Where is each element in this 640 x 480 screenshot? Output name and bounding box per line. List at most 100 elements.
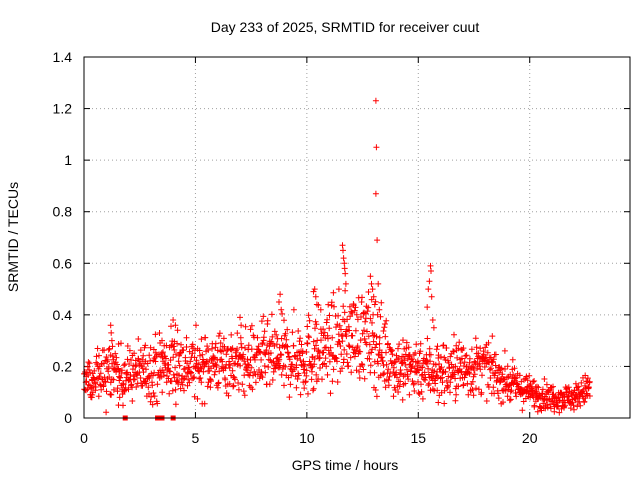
data-point [443,345,450,351]
data-point [321,344,328,351]
data-point [305,390,311,397]
data-point [544,404,551,411]
data-point [247,326,254,333]
data-point [135,356,142,363]
data-point [252,379,259,386]
data-point [169,387,176,394]
data-point [241,392,248,399]
data-point [348,308,355,315]
data-point [284,326,291,333]
data-point [530,378,536,385]
data-point [582,372,589,379]
data-point [475,350,482,357]
data-point [340,247,346,254]
data-point [466,355,473,362]
data-point [152,358,159,365]
data-point [237,334,244,341]
data-point [308,364,315,371]
data-point [534,408,541,415]
data-point [490,356,497,363]
data-point [175,372,182,379]
data-point [244,356,251,363]
data-point [551,408,558,415]
data-point [417,340,424,347]
data-point [125,386,132,393]
data-point [407,368,414,374]
data-point [143,380,150,387]
data-point [507,396,514,403]
data-point [278,335,285,342]
data-point [361,375,368,382]
data-point [225,392,232,399]
data-point [85,381,92,388]
data-point [170,343,177,350]
data-point [163,379,170,386]
data-point [375,351,382,358]
data-point [369,319,375,326]
data-point [313,301,320,308]
data-point [139,356,146,363]
data-point [368,349,375,356]
data-point [336,322,343,329]
data-point [297,357,304,364]
data-point [482,344,489,351]
data-point [152,331,159,338]
data-point [293,362,300,369]
data-point [326,358,333,365]
data-point [340,255,347,262]
data-point [230,383,237,390]
data-point [541,376,548,382]
data-point [248,364,255,371]
data-point [502,366,508,372]
data-point [380,328,387,334]
data-point [337,343,344,349]
data-point [220,347,227,354]
data-point [290,306,297,313]
data-point [197,364,204,371]
data-point [351,307,358,314]
data-point [511,365,518,372]
data-point [142,342,149,349]
data-point [228,346,235,353]
data-point [284,343,291,350]
data-point [381,324,388,331]
data-point [416,367,422,374]
data-point [124,343,131,349]
data-point [257,349,264,356]
data-point [172,401,179,408]
data-point [212,361,219,368]
data-point [88,394,95,401]
data-point [306,317,313,324]
data-point [187,358,194,365]
data-point [167,357,174,364]
data-point [343,351,350,357]
data-point [510,371,517,378]
data-point [565,393,572,400]
data-point [301,385,308,392]
data-point [385,340,391,347]
data-point [365,304,372,311]
data-point [127,372,134,378]
data-point [190,375,197,382]
data-point [166,390,173,397]
data-point [313,321,320,328]
data-point [427,351,434,358]
data-point [161,342,168,349]
data-point [447,353,454,360]
data-point [240,351,247,358]
data-point [524,377,531,384]
data-point [171,347,178,353]
y-tick-label: 0.8 [53,204,73,220]
data-point [424,304,431,311]
data-point [404,371,411,378]
data-point [290,342,297,349]
data-point [401,357,408,364]
data-point [432,361,439,368]
data-point [434,387,441,394]
data-point [344,316,351,323]
data-point [107,379,114,386]
data-point [235,386,242,393]
data-point [226,358,233,365]
data-point [342,287,349,294]
data-point [132,363,139,370]
